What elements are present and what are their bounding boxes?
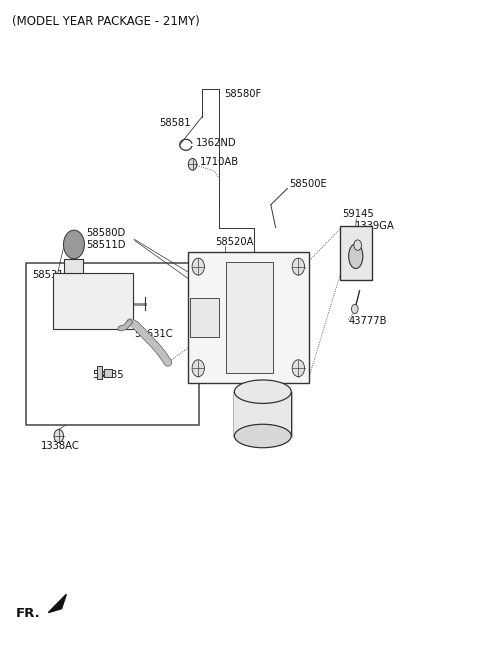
Circle shape [188,158,197,170]
Text: 58500E: 58500E [289,179,327,189]
Bar [340,226,372,280]
Text: 58520A: 58520A [216,237,254,247]
Bar [226,262,273,373]
Circle shape [54,430,63,443]
Ellipse shape [348,244,363,269]
Bar [234,392,291,436]
Bar [190,298,219,337]
Circle shape [63,230,84,259]
Text: 1338AC: 1338AC [41,441,80,451]
Bar [53,273,133,328]
Text: 58535: 58535 [92,371,123,380]
Bar [64,259,84,273]
Text: 58511D: 58511D [86,240,125,250]
Polygon shape [48,595,66,612]
Ellipse shape [234,380,291,403]
Bar [188,252,309,382]
Text: 1339GA: 1339GA [355,221,395,231]
Text: 58531A: 58531A [32,270,71,280]
Text: 58580F: 58580F [224,89,262,99]
Text: (MODEL YEAR PACKAGE - 21MY): (MODEL YEAR PACKAGE - 21MY) [12,14,200,28]
Text: 59145: 59145 [342,210,374,219]
Circle shape [192,360,204,376]
Circle shape [292,360,304,376]
Bar [96,367,102,379]
Circle shape [351,304,358,313]
Ellipse shape [234,424,291,447]
Text: 59631C: 59631C [135,328,173,339]
Bar [104,369,112,376]
Circle shape [292,258,304,275]
Text: FR.: FR. [16,607,41,620]
Text: 43777B: 43777B [348,315,387,326]
Text: 1710AB: 1710AB [200,157,239,167]
Text: 58580D: 58580D [86,229,125,238]
Text: 1362ND: 1362ND [195,138,236,148]
Text: 58581: 58581 [159,118,191,128]
Circle shape [192,258,204,275]
Circle shape [354,240,361,250]
Bar [25,263,199,425]
